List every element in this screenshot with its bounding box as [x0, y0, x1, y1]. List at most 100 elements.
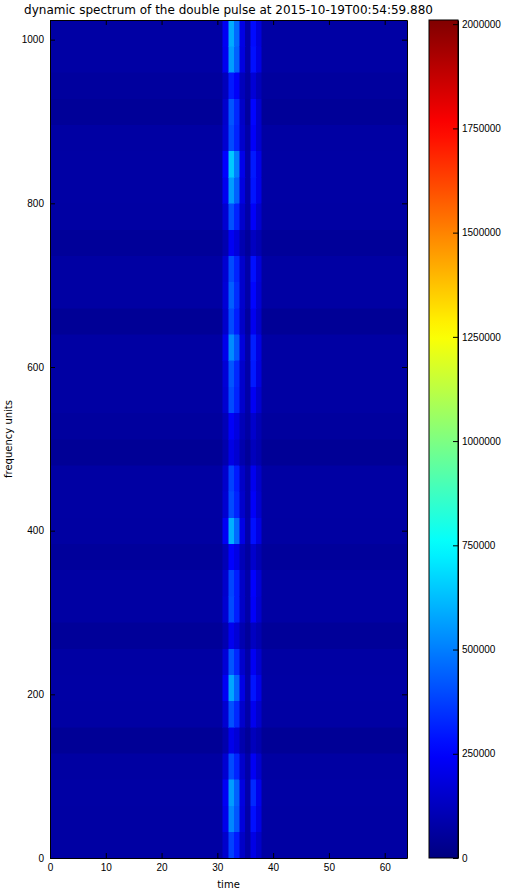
cell [240, 570, 246, 596]
cell [256, 413, 262, 439]
cell [234, 491, 240, 517]
cell [223, 72, 229, 98]
tick-mark [217, 853, 218, 858]
cell [229, 596, 235, 622]
cell [251, 753, 257, 779]
cell [223, 46, 229, 72]
cell [256, 203, 262, 229]
cell [251, 387, 257, 413]
tick [385, 20, 386, 25]
cell [256, 701, 262, 727]
cell [240, 387, 246, 413]
tick-mark [273, 20, 274, 25]
cell [240, 360, 246, 386]
tick [402, 40, 407, 41]
cell [50, 151, 223, 177]
cell [245, 387, 251, 413]
tick-mark [453, 858, 458, 859]
cell [256, 518, 262, 544]
cell [229, 334, 235, 360]
cell [229, 387, 235, 413]
cell [229, 570, 235, 596]
y-axis-right [402, 21, 408, 859]
cell [251, 125, 257, 151]
tick-mark [50, 203, 55, 204]
tick-mark [453, 24, 458, 25]
cell [234, 413, 240, 439]
cell [223, 570, 229, 596]
heatmap [50, 20, 407, 858]
cell [256, 360, 262, 386]
cell [223, 544, 229, 570]
colorbar [429, 20, 458, 858]
cell [262, 177, 407, 203]
cell [50, 282, 223, 308]
cell [251, 151, 257, 177]
cell [256, 832, 262, 858]
cell [240, 779, 246, 805]
cell [262, 701, 407, 727]
tick [217, 20, 218, 25]
cell [262, 99, 407, 125]
cell [229, 256, 235, 282]
tick: 1000 [22, 34, 55, 45]
cell [240, 544, 246, 570]
cell [223, 177, 229, 203]
axis-line [50, 21, 51, 859]
tick-mark [402, 367, 407, 368]
cell [251, 622, 257, 648]
tick-mark [329, 853, 330, 858]
cell [240, 230, 246, 256]
cell [234, 203, 240, 229]
tick-mark [453, 337, 458, 338]
cell [234, 282, 240, 308]
tick: 1750000 [453, 123, 501, 134]
cell [234, 832, 240, 858]
tick-mark [402, 40, 407, 41]
axis-line [407, 21, 408, 859]
cell [262, 753, 407, 779]
tick: 60 [380, 853, 392, 873]
cell [256, 649, 262, 675]
tick-label: 600 [27, 362, 44, 373]
tick: 10 [101, 853, 113, 873]
colorbar-axis: 0250000500000750000100000012500001500000… [453, 19, 501, 864]
cell [223, 649, 229, 675]
cell [234, 360, 240, 386]
cell [262, 727, 407, 753]
cell [245, 256, 251, 282]
axis-line [51, 20, 408, 21]
cell [240, 413, 246, 439]
cell [234, 544, 240, 570]
cell [245, 282, 251, 308]
cell [262, 570, 407, 596]
cell [50, 99, 223, 125]
tick-mark [217, 20, 218, 25]
cell [256, 465, 262, 491]
tick-mark [50, 40, 55, 41]
tick-label: 800 [27, 198, 44, 209]
cell [262, 256, 407, 282]
cell [50, 596, 223, 622]
cell [223, 701, 229, 727]
cell [50, 491, 223, 517]
tick: 0 [453, 853, 468, 864]
cell [245, 518, 251, 544]
cell [234, 99, 240, 125]
cell [251, 491, 257, 517]
tick [402, 531, 407, 532]
cell [251, 701, 257, 727]
cell [234, 753, 240, 779]
cell [229, 701, 235, 727]
cell [256, 779, 262, 805]
cell [229, 727, 235, 753]
cell [256, 72, 262, 98]
tick: 1500000 [453, 227, 501, 238]
cell [251, 308, 257, 334]
cell [234, 439, 240, 465]
cell [229, 675, 235, 701]
cell [50, 125, 223, 151]
cell [223, 518, 229, 544]
cell [245, 439, 251, 465]
cell [256, 753, 262, 779]
